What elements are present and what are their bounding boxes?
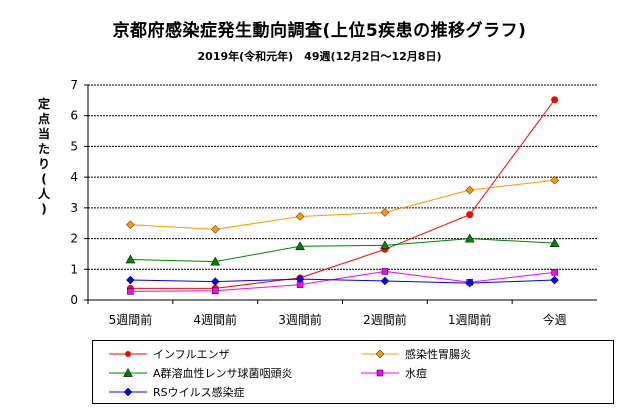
legend-marker — [123, 387, 133, 397]
chart-title: 京都府感染症発生動向調査(上位5疾患の推移グラフ) — [112, 21, 527, 41]
y-tick-label: 6 — [70, 109, 78, 123]
y-tick-label: 5 — [70, 139, 78, 153]
legend-label: 水痘 — [405, 366, 427, 380]
data-point — [127, 288, 134, 295]
y-tick-label: 2 — [70, 232, 78, 246]
data-point — [380, 208, 390, 217]
data-point — [379, 240, 390, 250]
data-point — [126, 275, 135, 285]
series-line — [130, 238, 555, 263]
y-tick-label: 4 — [70, 170, 78, 184]
x-tick-label: 1週間前 — [448, 312, 492, 327]
data-point — [464, 233, 475, 243]
x-tick-label: 4週間前 — [193, 312, 237, 327]
data-point — [551, 269, 558, 276]
x-tick-label: 2週間前 — [363, 312, 407, 327]
legend-marker — [123, 367, 133, 377]
data-point — [295, 241, 306, 251]
legend-marker — [375, 349, 385, 359]
legend-label: A群溶血性レンサ球菌咽頭炎 — [153, 366, 293, 380]
legend-marker — [376, 369, 384, 377]
data-point — [465, 185, 475, 195]
y-axis-label: 定点当たり(人) — [37, 97, 50, 216]
data-point — [295, 274, 305, 284]
legend: インフルエンザ 感染性胃腸炎 A群溶血性レンサ球菌咽頭炎 水痘 RSウイルス感染症 — [92, 340, 614, 404]
legend-marker — [125, 351, 131, 357]
data-point — [212, 287, 219, 295]
data-point — [210, 225, 220, 234]
y-tick-label: 7 — [70, 78, 78, 92]
data-point — [465, 278, 475, 288]
series-line — [130, 99, 555, 289]
series-line — [130, 179, 555, 230]
legend-label: RSウイルス感染症 — [153, 385, 245, 399]
data-point — [295, 212, 305, 221]
legend-label: インフルエンザ — [153, 348, 230, 361]
data-point — [550, 175, 559, 185]
x-tick-label: 5週間前 — [109, 312, 153, 327]
data-point — [210, 277, 220, 286]
data-point — [126, 220, 135, 230]
data-point — [550, 275, 559, 285]
y-tick-label: 1 — [70, 262, 78, 276]
data-point — [381, 268, 389, 275]
y-tick-label: 0 — [70, 293, 78, 307]
data-point — [551, 96, 559, 104]
series-line — [130, 270, 555, 292]
legend-graphics: インフルエンザ 感染性胃腸炎 A群溶血性レンサ球菌咽頭炎 水痘 RSウイルス感染症 — [109, 347, 471, 399]
data-point — [210, 256, 221, 266]
legend-label: 感染性胃腸炎 — [405, 347, 471, 361]
x-tick-label: 3週間前 — [278, 312, 322, 327]
data-point — [380, 276, 390, 286]
y-tick-label: 3 — [70, 201, 78, 215]
series-line — [130, 278, 555, 284]
chart-subtitle: 2019年(令和元年) 49週(12月2日～12月8日) — [197, 50, 442, 63]
data-point — [125, 254, 136, 264]
data-point — [549, 238, 560, 248]
data-point — [466, 211, 474, 219]
x-tick-label: 今週 — [543, 312, 567, 327]
